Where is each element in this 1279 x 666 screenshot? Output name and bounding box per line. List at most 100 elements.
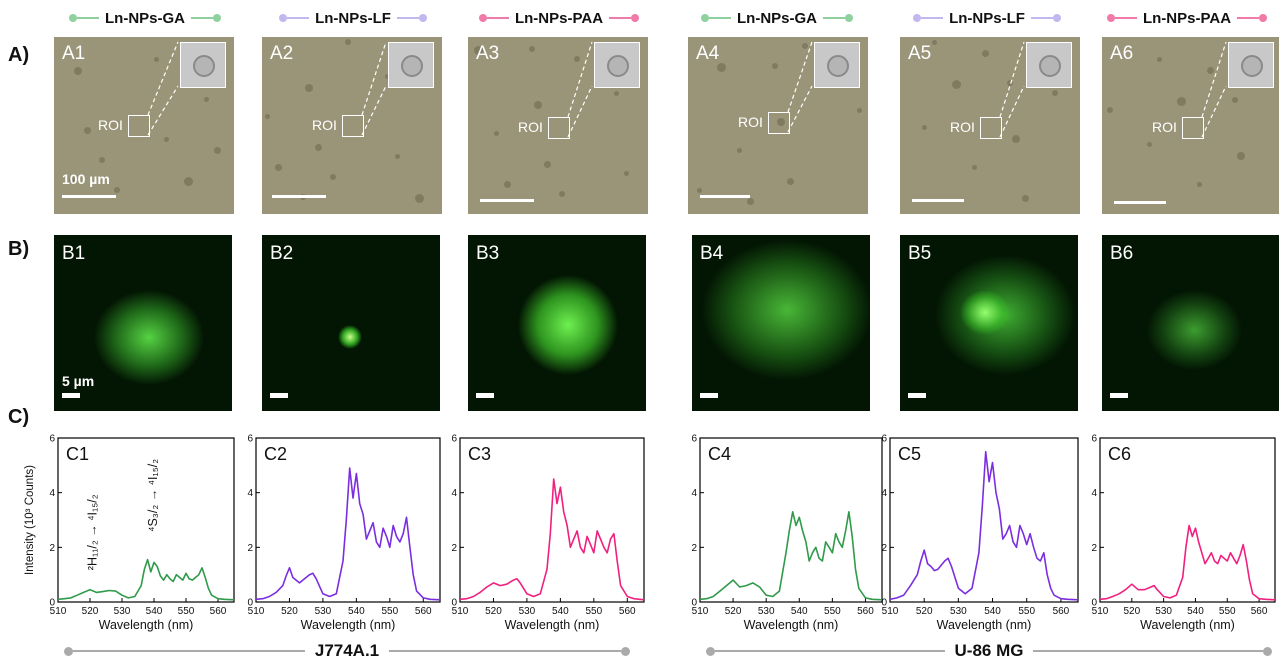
x-tick-label: 540 (348, 606, 365, 617)
x-tick-label: 520 (725, 606, 742, 617)
row-label-b: B) (8, 238, 30, 260)
cell-line-line-left (715, 650, 945, 652)
panel-label: A6 (1110, 43, 1134, 64)
panel-label: B5 (908, 243, 932, 264)
header-line-left (921, 17, 944, 19)
x-tick-label: 520 (916, 606, 933, 617)
x-tick-label: 530 (519, 606, 536, 617)
cell-line-label-1: J774A.1 (64, 640, 630, 662)
header-line-left (486, 17, 509, 19)
x-axis-label: Wavelength (nm) (505, 618, 600, 632)
zoom-lead-lines (361, 41, 387, 136)
x-tick-label: 560 (857, 606, 874, 617)
x-tick-label: 560 (619, 606, 636, 617)
cell-debris (857, 108, 862, 113)
roi-label: ROI (98, 117, 123, 133)
cell-debris (982, 50, 989, 57)
transition-annotation-1: ²H₁₁/₂ → ⁴I₁₅/₂ (85, 494, 99, 570)
roi-box (1182, 117, 1204, 139)
x-tick-label: 540 (1187, 606, 1204, 617)
cell-debris (154, 57, 159, 62)
header-line-right (191, 17, 213, 19)
cell-debris (164, 137, 169, 142)
panel-label: A1 (62, 43, 86, 64)
roi-zoom-inset (814, 42, 860, 88)
x-tick-label: 550 (381, 606, 398, 617)
header-line-left (1114, 17, 1137, 19)
x-tick-label: 530 (758, 606, 775, 617)
cell-debris (265, 114, 270, 119)
x-tick-label: 560 (1251, 606, 1268, 617)
cell-line-text: U-86 MG (954, 641, 1024, 660)
y-tick-label: 0 (247, 598, 253, 609)
header-dot-left (1106, 14, 1115, 22)
x-tick-label: 560 (415, 606, 432, 617)
brightfield-panel-a1: ROI A1 100 µm (54, 37, 234, 214)
panel-label: C4 (708, 444, 731, 464)
y-tick-label: 6 (451, 434, 457, 445)
x-tick-label: 560 (1053, 606, 1070, 617)
scale-bar (912, 199, 964, 202)
cell-debris (952, 80, 961, 89)
zoomed-cell (607, 55, 629, 77)
header-line-right (1030, 17, 1053, 19)
panel-label: C3 (468, 444, 491, 464)
scale-bar (1114, 201, 1166, 204)
panel-label: C2 (264, 444, 287, 464)
header-dot-right (845, 14, 853, 22)
cell-debris (544, 161, 551, 168)
cell-debris (114, 187, 120, 193)
spectrum-line (1099, 524, 1276, 601)
header-line-right (609, 17, 632, 19)
panel-label: B3 (476, 243, 500, 264)
panel-label: B2 (270, 243, 294, 264)
roi-label: ROI (312, 117, 337, 133)
scale-bar (700, 393, 718, 398)
x-tick-label: 550 (1018, 606, 1035, 617)
cell-debris (1012, 135, 1020, 143)
x-tick-label: 530 (1155, 606, 1172, 617)
header-line-right (1237, 17, 1260, 19)
zoom-lead-lines (567, 41, 593, 138)
cell-debris (395, 154, 400, 159)
scale-bar-label: 100 µm (62, 171, 110, 187)
fluorescence-cell (1147, 290, 1242, 370)
header-line-left (287, 17, 310, 19)
header-label: Ln-NPs-LF (315, 9, 391, 27)
panel-label: B4 (700, 243, 724, 264)
x-tick-label: 550 (585, 606, 602, 617)
brightfield-panel-a3: ROI A3 (468, 37, 648, 214)
zoom-lead-lines (999, 41, 1025, 138)
cell-debris (1232, 97, 1238, 103)
x-tick-label: 530 (315, 606, 332, 617)
cell-debris (184, 177, 193, 186)
fluorescence-panel-b4: B4 (692, 235, 870, 411)
x-tick-label: 510 (1092, 606, 1109, 617)
header-dot-right (418, 14, 427, 22)
roi-zoom-inset (388, 42, 434, 88)
x-tick-label: 540 (552, 606, 569, 617)
roi-label: ROI (738, 114, 763, 130)
roi-box (342, 115, 364, 137)
y-tick-label: 4 (691, 488, 697, 499)
cell-line-dot-right (1263, 646, 1272, 656)
cell-debris (802, 43, 808, 49)
zoomed-cell (827, 55, 849, 77)
header-line-right (823, 17, 845, 19)
header-label: Ln-NPs-GA (105, 9, 185, 27)
cell-debris (1107, 107, 1113, 113)
brightfield-panel-a5: ROI A5 (900, 37, 1080, 214)
x-tick-label: 510 (50, 606, 67, 617)
scale-bar (62, 393, 80, 398)
header-dot-left (913, 14, 922, 22)
roi-zoom-inset (1026, 42, 1072, 88)
header-col-2: Ln-NPs-LF (262, 5, 444, 31)
fluorescence-hotspot (960, 290, 1010, 335)
y-tick-label: 4 (1091, 488, 1097, 499)
x-tick-label: 520 (281, 606, 298, 617)
cell-debris (315, 144, 322, 151)
fluorescence-panel-b1: B1 5 µm (54, 235, 232, 411)
scale-bar (476, 393, 494, 398)
header-col-6: Ln-NPs-PAA (1096, 5, 1278, 31)
zoom-lead-lines (787, 41, 813, 133)
